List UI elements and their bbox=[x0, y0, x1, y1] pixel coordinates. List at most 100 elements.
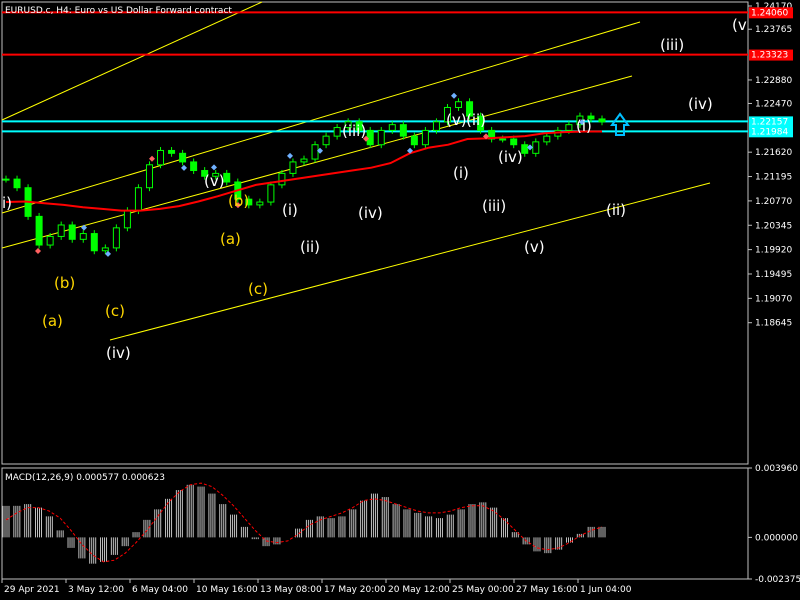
wave-label: (v bbox=[732, 16, 747, 34]
candle-body bbox=[344, 121, 352, 129]
wave-label: (i) bbox=[576, 117, 592, 135]
candle-body bbox=[2, 178, 10, 181]
candle-body bbox=[443, 106, 451, 123]
wave-label: i) bbox=[2, 194, 12, 212]
up-arrow-icon bbox=[610, 112, 630, 136]
fractal-marker bbox=[35, 248, 41, 255]
price-level-tag bbox=[749, 116, 793, 128]
macd-tick-label: 0.000000 bbox=[755, 533, 798, 543]
wave-label: (v) bbox=[204, 172, 225, 190]
candle-body bbox=[333, 127, 341, 137]
candle-body bbox=[245, 198, 253, 206]
wave-label: (a) bbox=[220, 230, 241, 248]
fractal-marker bbox=[105, 250, 111, 257]
price-level-value: 1.24060 bbox=[751, 8, 788, 18]
price-tick-label: 1.21195 bbox=[755, 173, 792, 183]
price-tick-label: 1.20770 bbox=[755, 197, 792, 207]
date-tick-label: 29 Apr 2021 bbox=[4, 585, 60, 595]
candle-body bbox=[79, 233, 87, 240]
macd-panel-border bbox=[1, 467, 749, 580]
fractal-marker bbox=[363, 135, 369, 142]
wave-label: (a) bbox=[42, 312, 63, 330]
candle-body bbox=[201, 170, 209, 177]
candle-body bbox=[223, 172, 231, 183]
candle-body bbox=[168, 149, 176, 154]
wave-label: (ii) bbox=[466, 111, 486, 129]
candle-body bbox=[35, 215, 43, 246]
candle-body bbox=[57, 224, 65, 237]
fractal-marker bbox=[287, 152, 293, 159]
price-tick-label: 1.21620 bbox=[755, 148, 792, 158]
candle-body bbox=[289, 161, 297, 174]
channel-lower-line bbox=[109, 182, 711, 341]
candle-body bbox=[90, 233, 98, 252]
candle-body bbox=[477, 115, 485, 131]
wave-label: (c) bbox=[105, 302, 125, 320]
channel-middle-line bbox=[1, 75, 633, 249]
wave-label: (c) bbox=[248, 280, 268, 298]
candle-body bbox=[410, 135, 418, 146]
price-level-tag bbox=[749, 49, 793, 61]
candle-body bbox=[267, 184, 275, 203]
chart-title: EURUSD.c, H4: Euro vs US Dollar Forward … bbox=[5, 6, 232, 16]
candle-body bbox=[190, 161, 198, 172]
candle-body bbox=[499, 138, 507, 141]
candle-body bbox=[46, 235, 54, 246]
price-level-tag bbox=[749, 126, 793, 138]
date-tick-label: 20 May 12:00 bbox=[388, 585, 450, 595]
fractal-marker bbox=[527, 144, 533, 151]
wave-label: (b) bbox=[228, 192, 249, 210]
wave-label: (ii) bbox=[606, 201, 626, 219]
candle-body bbox=[123, 210, 131, 229]
candle-body bbox=[145, 164, 153, 189]
price-tick-label: 1.19070 bbox=[755, 294, 792, 304]
candle-body bbox=[179, 152, 187, 163]
price-level-value: 1.22157 bbox=[751, 117, 788, 127]
candle-body bbox=[466, 101, 474, 117]
fractal-marker bbox=[149, 155, 155, 162]
date-tick-label: 10 May 16:00 bbox=[196, 585, 258, 595]
channel-top-line bbox=[1, 1, 263, 121]
date-tick-label: 25 May 00:00 bbox=[452, 585, 514, 595]
candle-body bbox=[532, 141, 540, 154]
candle-body bbox=[432, 121, 440, 131]
price-level-value: 1.23323 bbox=[751, 51, 788, 61]
candle-body bbox=[157, 149, 165, 166]
wave-label: (ii) bbox=[300, 238, 320, 256]
wave-label: (iv) bbox=[106, 344, 131, 362]
price-tick-label: 1.20345 bbox=[755, 221, 792, 231]
date-tick-label: 17 May 20:00 bbox=[324, 585, 386, 595]
candle-body bbox=[565, 124, 573, 131]
macd-title: MACD(12,26,9) 0.000577 0.000623 bbox=[5, 473, 165, 483]
date-tick-label: 27 May 16:00 bbox=[516, 585, 578, 595]
candle-body bbox=[598, 118, 606, 123]
fractal-marker bbox=[483, 133, 489, 140]
candle-body bbox=[311, 144, 319, 160]
date-tick-label: 1 Jun 04:00 bbox=[580, 585, 632, 595]
candle-body bbox=[68, 224, 76, 240]
date-tick-label: 6 May 04:00 bbox=[132, 585, 188, 595]
channel-upper-line bbox=[1, 21, 641, 214]
date-tick-label: 13 May 08:00 bbox=[260, 585, 322, 595]
price-tick-label: 1.24170 bbox=[755, 2, 792, 12]
fractal-marker bbox=[451, 92, 457, 99]
candle-body bbox=[134, 187, 142, 212]
candle-body bbox=[13, 178, 21, 189]
candle-body bbox=[366, 129, 374, 146]
candle-body bbox=[421, 129, 429, 146]
wave-label: (v) bbox=[524, 238, 545, 256]
macd-tick-label: 0.003960 bbox=[755, 464, 798, 474]
price-tick-label: 1.19495 bbox=[755, 270, 792, 280]
fractal-marker bbox=[211, 164, 217, 171]
price-tick-label: 1.22880 bbox=[755, 76, 792, 86]
wave-label: (iii) bbox=[482, 197, 506, 215]
moving-average-line bbox=[5, 130, 602, 212]
wave-label: (v) bbox=[446, 111, 467, 129]
candle-body bbox=[399, 124, 407, 137]
fractal-marker bbox=[579, 119, 585, 126]
fractal-marker bbox=[181, 164, 187, 171]
candle-body bbox=[322, 135, 330, 146]
candle-body bbox=[355, 121, 363, 131]
